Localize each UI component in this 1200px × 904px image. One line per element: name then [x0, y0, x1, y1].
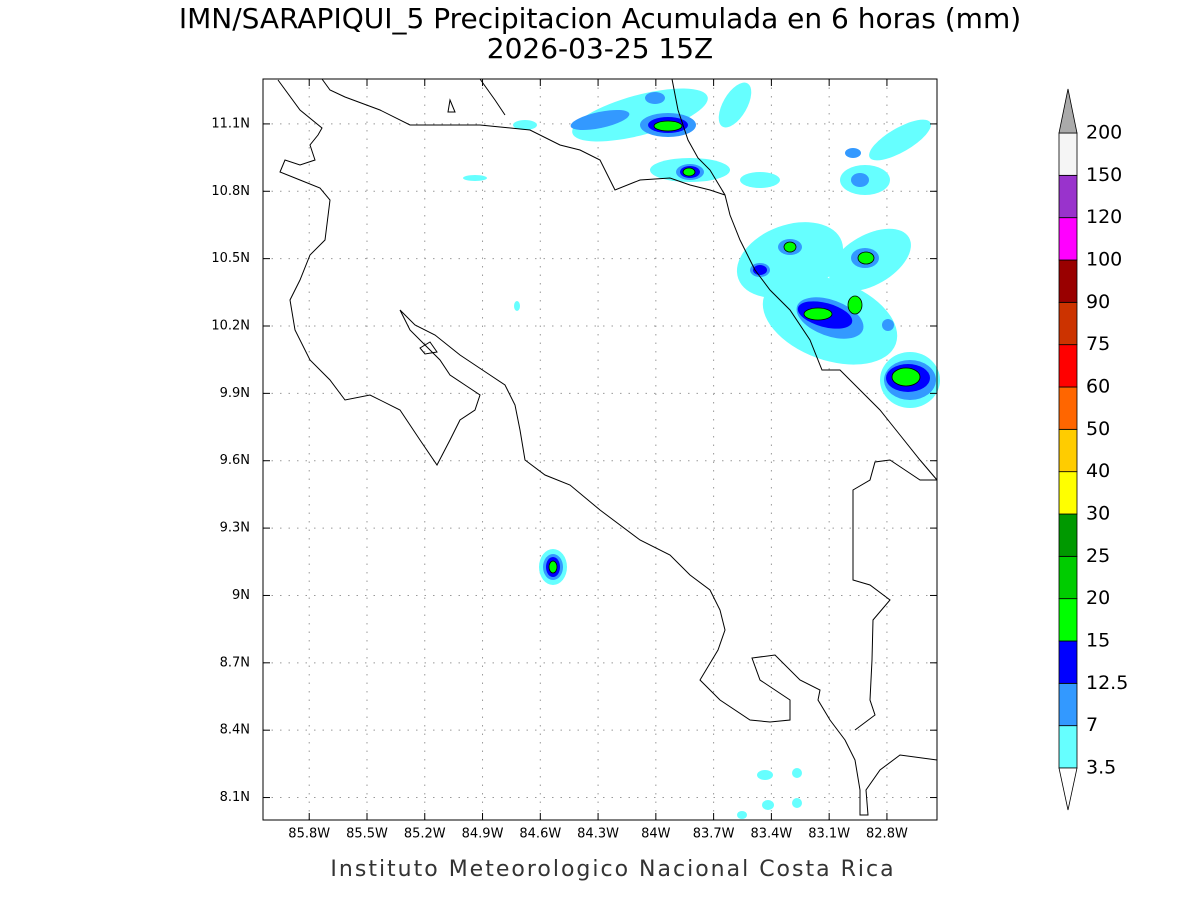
colorbar-over	[1058, 88, 1078, 134]
y-tick-label: 10.5N	[211, 251, 250, 266]
y-tick-label: 9.3N	[220, 521, 250, 536]
map-subtitle: 2026-03-25 15Z	[487, 32, 713, 65]
grid	[263, 79, 937, 820]
y-tick-label: 11.1N	[211, 116, 250, 131]
colorbar-segment	[1058, 132, 1078, 176]
colorbar-label: 30	[1086, 503, 1110, 525]
y-tick-label: 8.4N	[220, 723, 250, 738]
colorbar-label: 15	[1086, 630, 1110, 652]
y-tick-label: 9N	[232, 588, 250, 603]
y-tick-label: 9.6N	[220, 453, 250, 468]
y-tick-label: 8.7N	[220, 655, 250, 670]
x-tick-label: 85.2W	[404, 827, 446, 842]
colorbar-label: 25	[1086, 545, 1110, 567]
y-tick-label: 10.8N	[211, 184, 250, 199]
colorbar-label: 20	[1086, 587, 1110, 609]
colorbar-segment	[1058, 471, 1078, 515]
colorbar-label: 150	[1086, 164, 1122, 186]
map-title: IMN/SARAPIQUI_5 Precipitacion Acumulada …	[179, 2, 1021, 35]
x-tick-label: 83.4W	[750, 827, 792, 842]
colorbar-label: 200	[1086, 122, 1122, 144]
colorbar: 3.5 7 12.5 15 20 25 30 40 50 60 75 90 100 120 150 200	[1058, 88, 1128, 811]
colorbar-segment	[1058, 725, 1078, 769]
x-tick-label: 84.9W	[462, 827, 504, 842]
colorbar-segment	[1058, 301, 1078, 346]
y-tick-label: 8.1N	[220, 790, 250, 805]
footer: Instituto Meteorologico Nacional Costa R…	[330, 857, 895, 882]
colorbar-segment	[1058, 555, 1078, 600]
colorbar-segment	[1058, 344, 1078, 388]
colorbar-label: 50	[1086, 418, 1110, 440]
colorbar-segment	[1058, 217, 1078, 261]
axes: 85.8W 85.5W 85.2W 84.9W 84.6W 84.3W 84W 83.7W 83…	[211, 79, 937, 842]
precipitation	[463, 82, 940, 819]
map-frame	[262, 78, 938, 821]
colorbar-segment	[1058, 598, 1078, 642]
colorbar-segment	[1058, 174, 1078, 219]
colorbar-label: 12.5	[1086, 672, 1128, 694]
colorbar-label: 100	[1086, 249, 1122, 271]
colorbar-label: 40	[1086, 460, 1110, 482]
x-tick-label: 83.1W	[808, 827, 850, 842]
x-tick-label: 83.7W	[693, 827, 735, 842]
colorbar-label: 7	[1086, 714, 1098, 736]
colorbar-segment	[1058, 682, 1078, 727]
colorbar-label: 120	[1086, 206, 1122, 228]
x-tick-label: 85.8W	[288, 827, 330, 842]
colorbar-label: 75	[1086, 333, 1110, 355]
x-tick-label: 82.8W	[866, 827, 908, 842]
x-tick-label: 84.6W	[519, 827, 561, 842]
colorbar-segment	[1058, 640, 1078, 684]
colorbar-label: 90	[1086, 291, 1110, 313]
colorbar-segment	[1058, 259, 1078, 303]
x-tick-label: 85.5W	[346, 827, 388, 842]
y-tick-label: 9.9N	[220, 386, 250, 401]
x-tick-label: 84W	[641, 827, 671, 842]
colorbar-segment	[1058, 513, 1078, 557]
x-tick-label: 84.3W	[577, 827, 619, 842]
colorbar-segment	[1058, 428, 1078, 473]
colorbar-label: 3.5	[1086, 757, 1116, 779]
colorbar-under	[1058, 767, 1078, 811]
colorbar-segment	[1058, 386, 1078, 430]
colorbar-label: 60	[1086, 376, 1110, 398]
y-tick-label: 10.2N	[211, 319, 250, 334]
coastlines	[277, 78, 938, 816]
